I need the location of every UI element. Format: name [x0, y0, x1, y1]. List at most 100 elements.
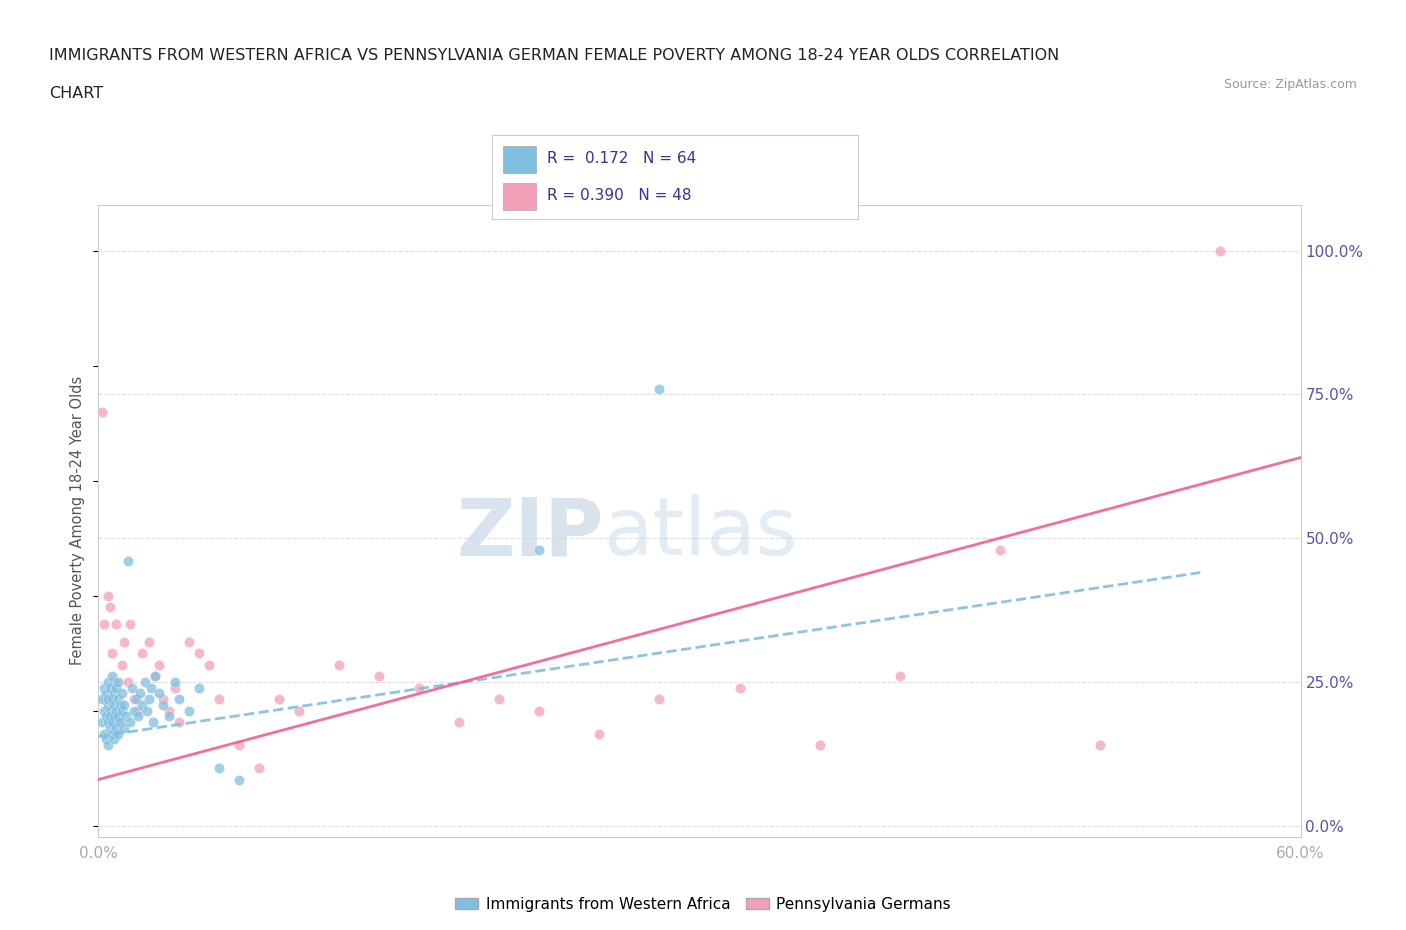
Point — [148, 658, 170, 672]
Point — [103, 674, 125, 689]
Point — [97, 737, 120, 752]
Point — [187, 680, 209, 695]
Point — [93, 726, 115, 741]
Point — [107, 674, 129, 689]
Point — [115, 709, 138, 724]
Point — [103, 685, 125, 700]
Point — [114, 698, 136, 712]
Point — [167, 714, 190, 729]
Point — [101, 714, 124, 729]
Text: R = 0.390   N = 48: R = 0.390 N = 48 — [547, 189, 692, 204]
Point — [208, 761, 231, 776]
Point — [143, 669, 166, 684]
Point — [100, 714, 122, 729]
Point — [105, 721, 128, 736]
Point — [138, 692, 160, 707]
Point — [96, 692, 118, 707]
Point — [110, 698, 132, 712]
Legend: Immigrants from Western Africa, Pennsylvania Germans: Immigrants from Western Africa, Pennsylv… — [449, 891, 957, 918]
Point — [588, 726, 610, 741]
Point — [124, 692, 146, 707]
Point — [129, 685, 152, 700]
Point — [134, 674, 156, 689]
Point — [91, 692, 114, 707]
Point — [91, 714, 114, 729]
Point — [152, 698, 174, 712]
Point — [100, 680, 122, 695]
Point — [103, 698, 125, 712]
Point — [163, 680, 186, 695]
Point — [125, 692, 148, 707]
Point — [96, 685, 118, 700]
Text: Source: ZipAtlas.com: Source: ZipAtlas.com — [1223, 78, 1357, 91]
Point — [267, 692, 290, 707]
Point — [97, 714, 120, 729]
Point — [93, 680, 115, 695]
Point — [101, 669, 124, 684]
Point — [488, 692, 510, 707]
Point — [988, 542, 1011, 557]
Point — [96, 732, 118, 747]
Point — [529, 703, 551, 718]
Point — [128, 709, 150, 724]
Point — [197, 658, 219, 672]
Point — [1209, 243, 1232, 258]
Point — [121, 680, 143, 695]
Point — [100, 600, 122, 615]
Point — [208, 692, 231, 707]
Point — [163, 674, 186, 689]
Point — [91, 405, 114, 419]
Text: atlas: atlas — [603, 495, 797, 573]
Point — [101, 692, 124, 707]
Point — [120, 714, 142, 729]
Point — [97, 703, 120, 718]
Point — [889, 669, 911, 684]
Point — [107, 692, 129, 707]
Text: IMMIGRANTS FROM WESTERN AFRICA VS PENNSYLVANIA GERMAN FEMALE POVERTY AMONG 18-24: IMMIGRANTS FROM WESTERN AFRICA VS PENNSY… — [49, 48, 1060, 63]
Point — [97, 588, 120, 603]
Point — [114, 721, 136, 736]
Point — [177, 703, 200, 718]
Point — [105, 680, 128, 695]
Point — [228, 737, 250, 752]
Point — [107, 703, 129, 718]
Point — [124, 703, 146, 718]
Bar — [503, 183, 536, 210]
Point — [138, 634, 160, 649]
Point — [408, 680, 430, 695]
Point — [103, 732, 125, 747]
Point — [117, 674, 139, 689]
Point — [100, 721, 122, 736]
Point — [529, 542, 551, 557]
Point — [187, 645, 209, 660]
Point — [135, 703, 157, 718]
Point — [105, 617, 128, 631]
Point — [128, 703, 150, 718]
Point — [93, 703, 115, 718]
Point — [111, 658, 134, 672]
Point — [105, 703, 128, 718]
Text: R =  0.172   N = 64: R = 0.172 N = 64 — [547, 151, 696, 166]
Point — [117, 553, 139, 568]
Point — [1088, 737, 1111, 752]
Point — [247, 761, 270, 776]
Point — [107, 726, 129, 741]
Point — [93, 617, 115, 631]
Point — [167, 692, 190, 707]
Point — [152, 692, 174, 707]
Point — [111, 703, 134, 718]
Point — [648, 381, 671, 396]
Point — [96, 709, 118, 724]
Point — [808, 737, 831, 752]
Point — [328, 658, 350, 672]
Point — [141, 714, 163, 729]
Text: CHART: CHART — [49, 86, 103, 100]
Point — [177, 634, 200, 649]
Point — [97, 698, 120, 712]
Point — [157, 703, 180, 718]
Point — [101, 726, 124, 741]
Point — [100, 709, 122, 724]
Point — [288, 703, 311, 718]
Point — [103, 709, 125, 724]
Point — [107, 709, 129, 724]
